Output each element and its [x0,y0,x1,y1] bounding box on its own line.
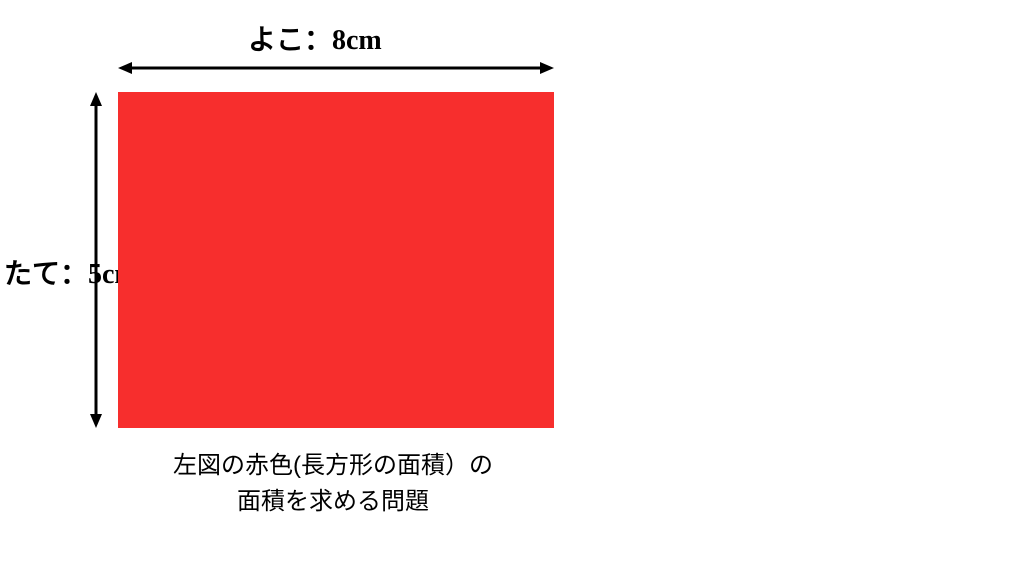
rectangle-shape [118,92,554,428]
caption-line-1: 左図の赤色(長方形の面積）の [108,448,558,484]
caption-line-2: 面積を求める問題 [108,484,558,520]
width-arrow-icon [118,60,554,76]
width-dimension-label: よこ：8cm [248,18,382,58]
problem-caption: 左図の赤色(長方形の面積）の 面積を求める問題 [108,448,558,520]
height-arrow-icon [88,92,104,428]
diagram-container: よこ：8cm たて：5cm 左図の赤色(長方形の面積）の 面積を求める問題 [0,0,1024,576]
